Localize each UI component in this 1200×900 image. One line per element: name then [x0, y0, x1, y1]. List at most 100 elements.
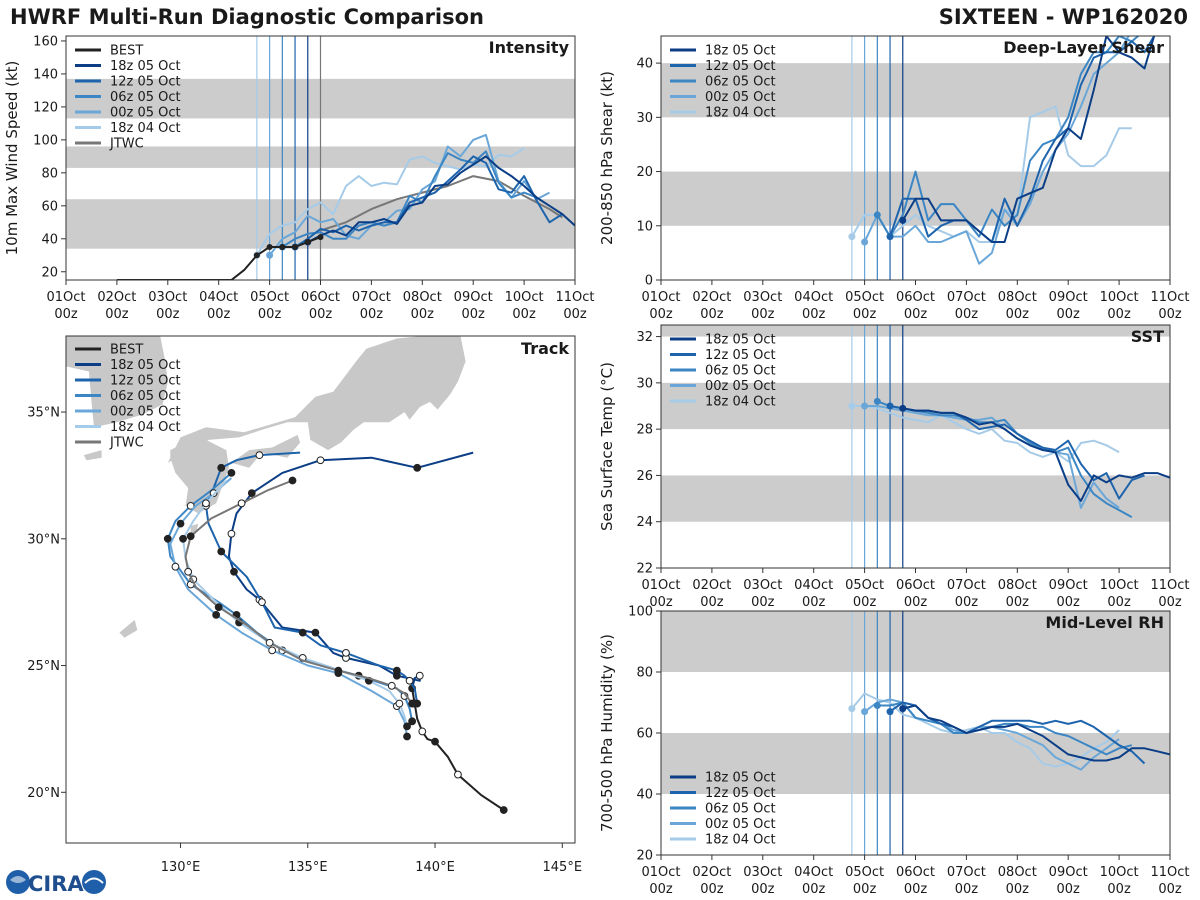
- legend-label-12z-05-oct: 12z 05 Oct: [705, 348, 776, 363]
- legend-label-best: BEST: [110, 44, 143, 59]
- intensity-xtick-label-date: 10Oct: [505, 290, 544, 305]
- shear-xtick-label-hour: 00z: [649, 307, 673, 322]
- track-point-12z-05-oct: [255, 451, 264, 460]
- legend-label-06z-05-oct: 06z 05 Oct: [705, 802, 776, 817]
- legend-label-12z-05-oct: 12z 05 Oct: [705, 59, 776, 74]
- sst-ylabel: Sea Surface Temp (°C): [598, 362, 616, 531]
- intensity-ytick-label: 40: [41, 232, 58, 247]
- legend-label-18z-05-oct: 18z 05 Oct: [110, 358, 181, 373]
- track-point-00z-05-oct: [176, 519, 185, 528]
- figure-title: HWRF Multi-Run Diagnostic Comparison: [10, 5, 485, 29]
- track-ytick-label: 30°N: [27, 532, 60, 547]
- rh-ylabel: 700-500 hPa Humidity (%): [598, 634, 616, 832]
- legend-label-00z-05-oct: 00z 05 Oct: [705, 817, 776, 832]
- intensity-xtick-label-date: 02Oct: [97, 290, 136, 305]
- rh-xtick-label-hour: 00z: [955, 882, 979, 897]
- shear-xtick-label-date: 02Oct: [692, 290, 731, 305]
- shear-xtick-label-date: 11Oct: [1150, 290, 1189, 305]
- intensity-ytick-label: 80: [41, 166, 58, 181]
- rh-xtick-label-date: 02Oct: [692, 865, 731, 880]
- track-point-06z-05-oct: [186, 501, 195, 510]
- shear-band-1: [661, 63, 1170, 118]
- track-point-18z-04-oct: [395, 699, 404, 708]
- rh-xtick-label-date: 10Oct: [1100, 865, 1139, 880]
- track-point-12z-05-oct: [217, 463, 226, 472]
- track-point-best: [431, 737, 439, 746]
- track-series-18z-05-oct: [227, 451, 474, 689]
- rh-xtick-label-date: 08Oct: [998, 865, 1037, 880]
- shear-init-dot-18z-04-oct: [848, 233, 856, 241]
- intensity-ytick-label: 160: [33, 34, 58, 49]
- rh-series-18z-04-oct: [851, 692, 1120, 768]
- shear-panel: 0 10 20 30 40 01Oct 00z 02Oct 00z 03Oct 00z 04Oct 00…: [598, 35, 1190, 322]
- track-point-18z-05-oct: [247, 489, 256, 498]
- intensity-xtick-label-hour: 00z: [156, 307, 180, 322]
- rh-xtick-label-hour: 00z: [700, 882, 724, 897]
- intensity-xtick-label-date: 08Oct: [403, 290, 442, 305]
- sst-xtick-label-hour: 00z: [751, 595, 775, 610]
- track-point-12z-05-oct: [392, 666, 401, 675]
- track-point-12z-05-oct: [258, 598, 266, 607]
- rh-series-18z-05-oct: [902, 704, 1170, 762]
- shear-init-dot-06z-05-oct: [873, 211, 881, 219]
- track-point-18z-04-oct: [202, 499, 210, 508]
- rh-init-dot-18z-04-oct: [848, 705, 856, 713]
- sst-xtick-label-date: 08Oct: [998, 578, 1037, 593]
- track-panel: 130°E 135°E 140°E 145°E 20°N 25°N 30°N 35°N Trac…: [27, 335, 582, 875]
- legend-label-00z-05-oct: 00z 05 Oct: [110, 405, 181, 420]
- legend-label-jtwc: JTWC: [109, 137, 144, 152]
- shear-xtick-label-hour: 00z: [1107, 307, 1131, 322]
- track-ytick-label: 35°N: [27, 406, 60, 421]
- track-xtick-label: 130°E: [161, 860, 201, 875]
- sst-xtick-label-date: 01Oct: [641, 578, 680, 593]
- rh-ytick-label: 20: [636, 849, 653, 864]
- track-point-18z-05-oct: [227, 529, 236, 538]
- sst-ytick-label: 28: [636, 423, 653, 438]
- rh-xtick-label-date: 04Oct: [794, 865, 833, 880]
- rh-xtick-label-hour: 00z: [1107, 882, 1131, 897]
- sst-init-dot-18z-05-oct: [899, 404, 907, 412]
- rh-ytick-label: 100: [628, 605, 653, 620]
- rh-xtick-label-date: 09Oct: [1049, 865, 1088, 880]
- shear-ytick-label: 40: [636, 57, 653, 72]
- track-point-jtwc: [237, 499, 246, 508]
- intensity-xtick-label-hour: 00z: [54, 307, 78, 322]
- shear-ytick-label: 30: [636, 111, 653, 126]
- sst-ytick-label: 22: [636, 562, 653, 577]
- shear-xtick-label-hour: 00z: [1158, 307, 1182, 322]
- legend-label-18z-04-oct: 18z 04 Oct: [705, 395, 776, 410]
- legend-label-00z-05-oct: 00z 05 Oct: [705, 90, 776, 105]
- intensity-xtick-label-date: 06Oct: [301, 290, 340, 305]
- shear-xtick-label-hour: 00z: [955, 307, 979, 322]
- sst-band-1: [661, 382, 1170, 430]
- shear-ytick-label: 20: [636, 165, 653, 180]
- shear-init-dot-18z-05-oct: [899, 216, 907, 224]
- legend-label-18z-05-oct: 18z 05 Oct: [110, 59, 181, 74]
- shear-xtick-label-date: 08Oct: [998, 290, 1037, 305]
- jeju-land: [83, 450, 102, 461]
- rh-ytick-label: 60: [636, 727, 653, 742]
- sst-xtick-label-date: 02Oct: [692, 578, 731, 593]
- track-series-00z-05-oct: [169, 477, 408, 737]
- cira-logo-seal: [82, 870, 106, 894]
- track-point-18z-05-oct: [316, 456, 325, 465]
- legend-label-00z-05-oct: 00z 05 Oct: [705, 379, 776, 394]
- legend-label-06z-05-oct: 06z 05 Oct: [705, 364, 776, 379]
- intensity-best-marker: [292, 244, 299, 251]
- shear-xtick-label-hour: 00z: [1057, 307, 1081, 322]
- track-point-00z-05-oct: [403, 732, 411, 741]
- rh-panel: 20 40 60 80 100 01Oct 00z 02Oct 00z 03Oct 00z 04Oct…: [598, 605, 1190, 898]
- intensity-ytick-label: 60: [41, 199, 58, 214]
- track-point-jtwc: [186, 532, 195, 541]
- track-point-00z-05-oct: [268, 646, 277, 655]
- track-point-18z-04-oct: [403, 722, 411, 731]
- rh-init-dot-06z-05-oct: [873, 702, 881, 710]
- intensity-xtick-label-hour: 00z: [105, 307, 129, 322]
- intensity-init-dot-00z-05-oct: [266, 251, 274, 259]
- sst-series-00z-05-oct: [864, 405, 1120, 509]
- track-point-12z-05-oct: [298, 628, 307, 637]
- sst-init-dot-00z-05-oct: [861, 402, 869, 410]
- legend-label-06z-05-oct: 06z 05 Oct: [705, 75, 776, 90]
